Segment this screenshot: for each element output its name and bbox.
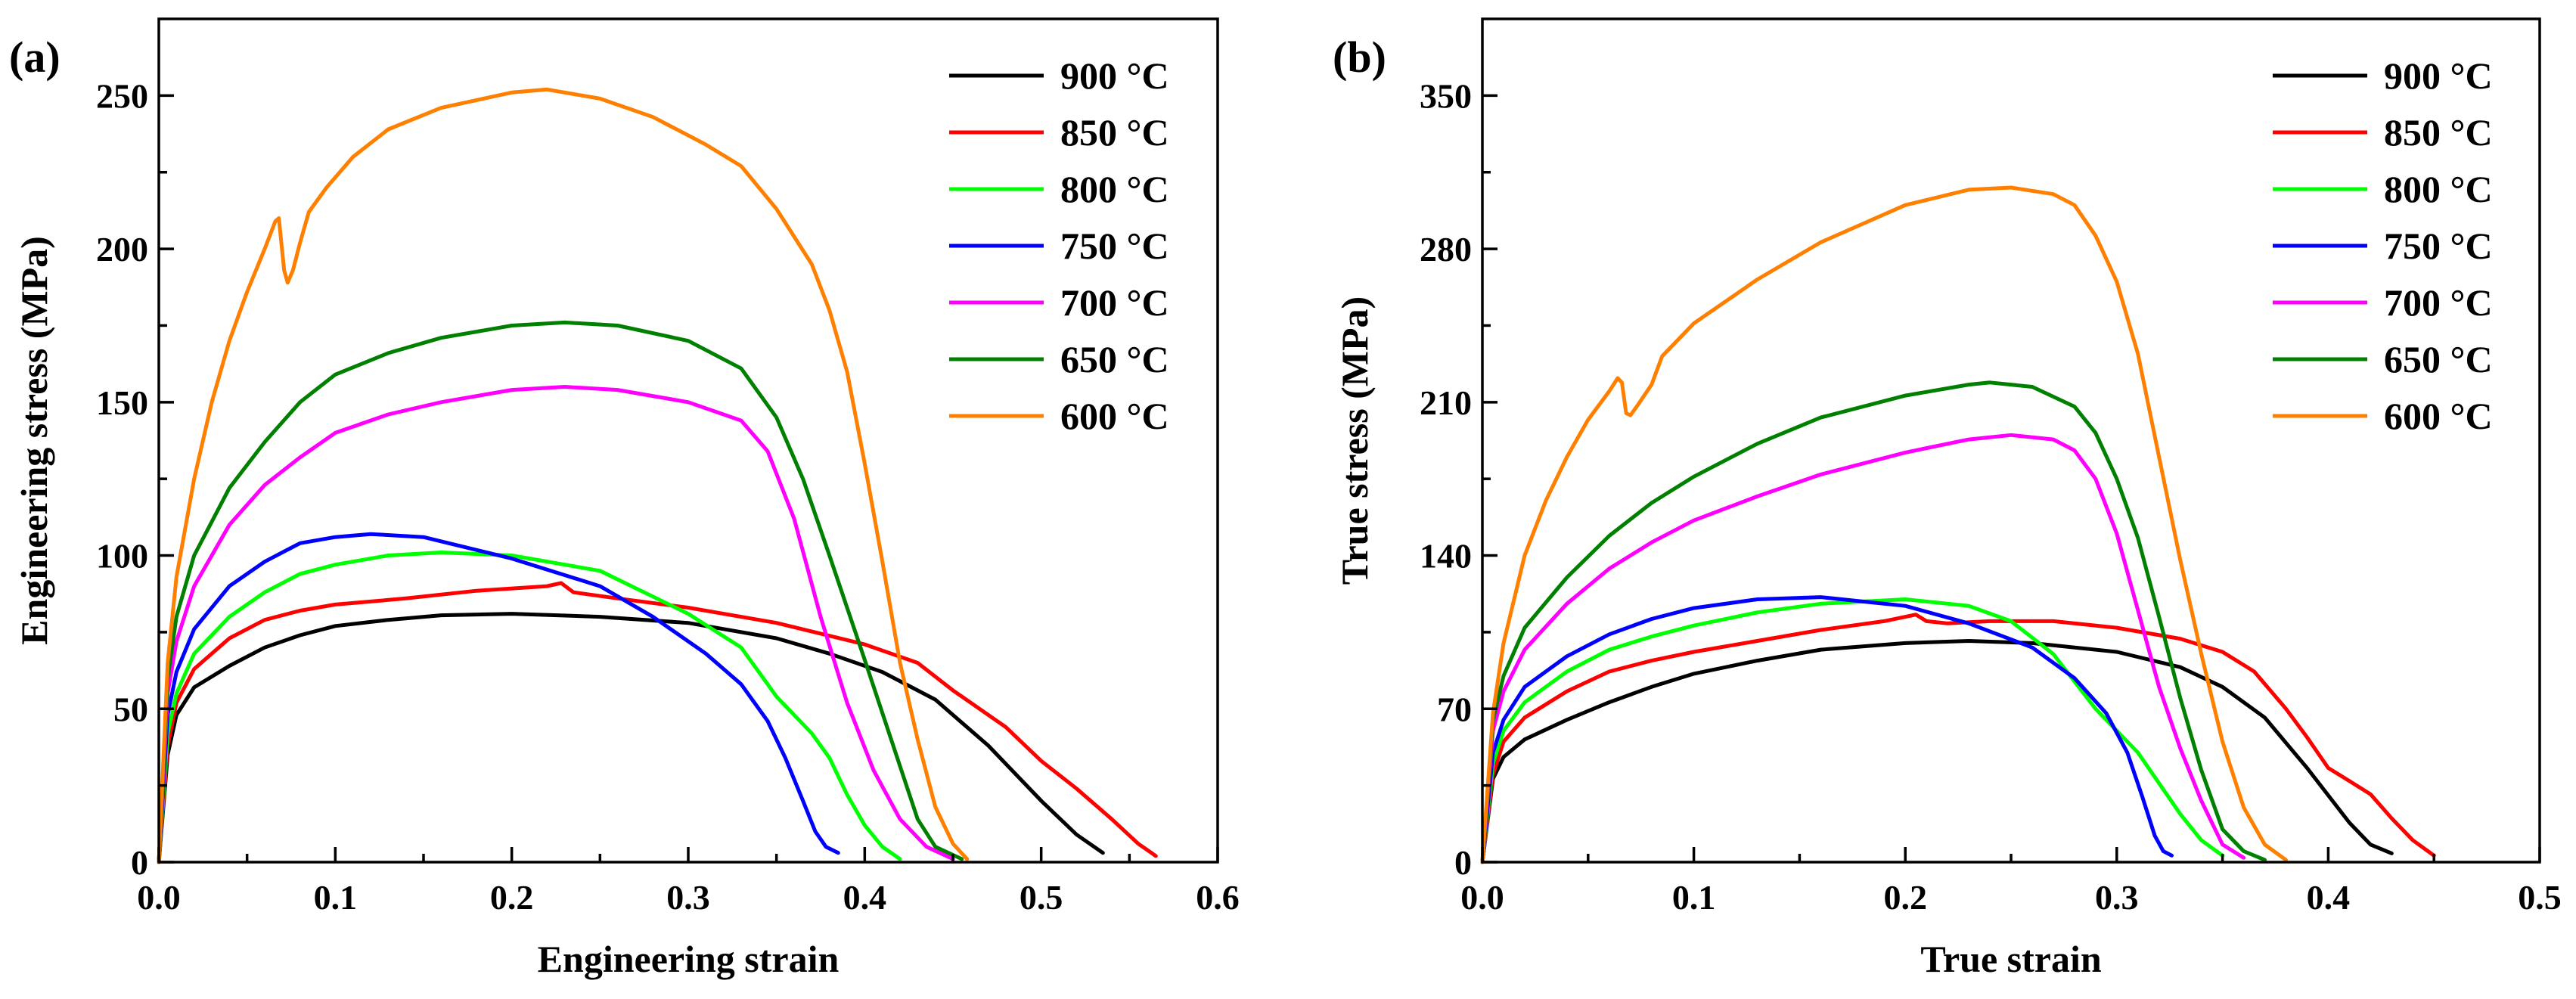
y-tick-label: 100 — [96, 537, 148, 576]
y-tick-label: 250 — [96, 76, 148, 115]
y-tick-label: 140 — [1420, 537, 1472, 576]
y-tick-label: 0 — [1454, 843, 1472, 882]
curve-650C — [157, 320, 964, 864]
x-tick-label: 0.2 — [490, 878, 534, 917]
curve-800C — [157, 551, 902, 864]
x-tick-label: 0.0 — [1460, 878, 1504, 917]
curve-900C — [157, 612, 1105, 864]
curve-700C — [157, 385, 955, 864]
legend-label: 850 °C — [1060, 111, 1169, 154]
y-tick-label: 210 — [1420, 383, 1472, 422]
curve-900C — [1480, 639, 2394, 864]
legend-label: 650 °C — [1060, 338, 1169, 380]
curve-750C — [157, 532, 840, 864]
curve-750C — [1480, 595, 2174, 864]
x-tick-label: 0.3 — [666, 878, 710, 917]
y-tick-label: 0 — [131, 843, 148, 882]
legend-label: 750 °C — [1060, 225, 1169, 267]
x-tick-label: 0.4 — [843, 878, 887, 917]
legend-label: 700 °C — [1060, 281, 1169, 324]
y-tick-label: 50 — [113, 690, 148, 728]
axes-frame — [157, 17, 1219, 864]
x-tick-label: 0.1 — [314, 878, 358, 917]
y-axis-title: Engineering stress (MPa) — [13, 236, 55, 645]
legend-label: 900 °C — [2384, 54, 2493, 97]
legend: 900 °C 850 °C 800 °C 750 °C 700 °C 650 °C 600 … — [949, 54, 1169, 437]
axes-frame — [1481, 17, 2541, 864]
panel-b: 0.0 0.1 0.2 0.3 0.4 0.5 0 70 140 210 280 350 True st… — [1333, 17, 2562, 980]
panel-a: 0.0 0.1 0.2 0.3 0.4 0.5 0.6 0 50 100 150 200 250 Engi… — [9, 17, 1240, 980]
panel-label: (a) — [9, 33, 61, 82]
y-tick-label: 70 — [1437, 690, 1472, 728]
curve-850C — [157, 581, 1158, 864]
curves — [1480, 185, 2436, 864]
x-tick-label: 0.3 — [2095, 878, 2139, 917]
legend-label: 700 °C — [2384, 281, 2493, 324]
legend-label: 650 °C — [2384, 338, 2493, 380]
x-tick-label: 0.2 — [1883, 878, 1927, 917]
x-tick-label: 0.1 — [1672, 878, 1716, 917]
curve-600C — [1480, 185, 2288, 864]
legend-label: 800 °C — [1060, 168, 1169, 210]
y-tick-label: 200 — [96, 230, 148, 268]
panel-label: (b) — [1333, 33, 1386, 82]
curve-800C — [1480, 597, 2225, 864]
legend-label: 600 °C — [2384, 395, 2493, 437]
x-axis-title: True strain — [1920, 938, 2102, 980]
legend-label: 800 °C — [2384, 168, 2493, 210]
legend-label: 900 °C — [1060, 54, 1169, 97]
legend: 900 °C 850 °C 800 °C 750 °C 700 °C 650 °C 600 … — [2273, 54, 2493, 437]
y-tick-label: 350 — [1420, 76, 1472, 115]
x-tick-label: 0.5 — [1020, 878, 1063, 917]
y-axis-title: True stress (MPa) — [1333, 296, 1376, 585]
curve-650C — [1480, 380, 2267, 864]
x-tick-label: 0.4 — [2307, 878, 2351, 917]
x-axis-title: Engineering strain — [538, 938, 840, 980]
curve-600C — [157, 87, 970, 864]
legend-label: 850 °C — [2384, 111, 2493, 154]
legend-label: 750 °C — [2384, 225, 2493, 267]
curve-700C — [1480, 433, 2246, 864]
legend-label: 600 °C — [1060, 395, 1169, 437]
x-tick-label: 0.6 — [1196, 878, 1240, 917]
x-tick-label: 0.0 — [137, 878, 181, 917]
curves — [157, 87, 1158, 864]
curve-850C — [1480, 613, 2436, 864]
x-tick-label: 0.5 — [2518, 878, 2562, 917]
y-tick-label: 150 — [96, 383, 148, 422]
y-tick-label: 280 — [1420, 230, 1472, 268]
